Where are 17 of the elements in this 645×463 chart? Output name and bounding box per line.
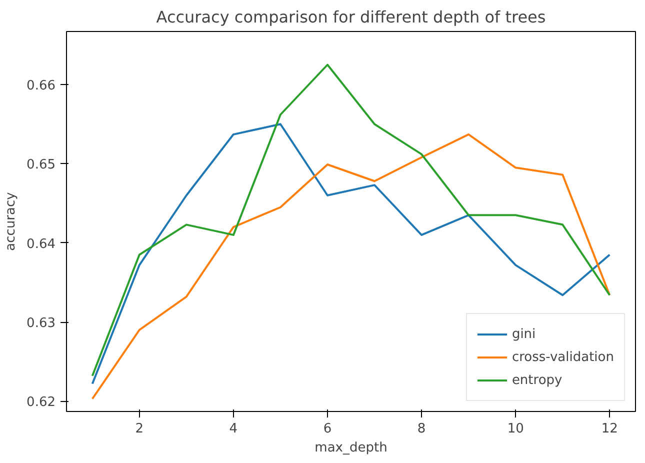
chart-title: Accuracy comparison for different depth of trees [156,8,546,26]
y-tick-label: 0.62 [26,395,56,410]
x-tick-label: 8 [417,422,426,436]
x-tick-label: 12 [601,422,618,436]
y-tick-label: 0.66 [26,78,56,94]
y-axis-title: accuracy [4,192,19,251]
x-tick-label: 10 [507,422,524,436]
legend-label: entropy [512,372,562,388]
y-tick-label: 0.64 [26,236,56,252]
x-axis-title: max_depth [314,440,388,456]
x-tick-label: 6 [323,422,332,436]
y-tick-label: 0.65 [26,158,56,173]
x-tick-label: 4 [229,422,238,436]
x-tick-label: 2 [135,422,144,436]
y-tick-label: 0.63 [26,316,56,332]
legend-label: cross-validation [512,350,614,364]
legend-label: gini [512,326,536,342]
